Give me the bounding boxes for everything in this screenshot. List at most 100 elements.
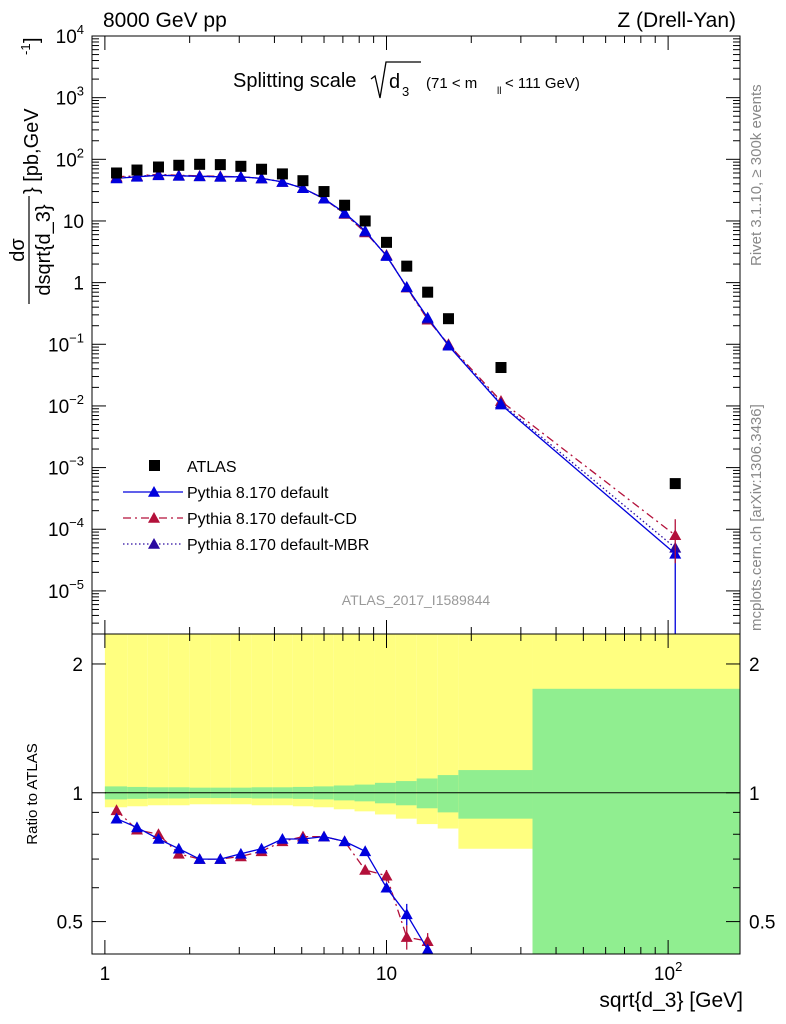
atlas-data-point (235, 160, 247, 172)
series-marker-1 (400, 280, 413, 292)
series-marker-1 (338, 206, 351, 218)
main-y-tick-label: 10−5 (48, 577, 84, 603)
ratio-marker-1 (359, 864, 372, 875)
atlas-data-point (442, 313, 454, 325)
uncertainty-band-total (374, 634, 396, 815)
x-tick-label: 10 (376, 964, 397, 985)
atlas-data-point (359, 215, 371, 227)
ratio-panel (104, 634, 740, 954)
atlas-data-point (422, 286, 434, 298)
ylabel-num: dσ (7, 238, 29, 262)
ratio-marker-1 (380, 869, 393, 881)
main-y-tick-label: 1 (73, 274, 84, 295)
ratio-y-tick-label: 2 (72, 655, 83, 676)
ratio-marker-0 (172, 842, 185, 854)
header-left: 8000 GeV pp (103, 9, 227, 32)
ratio-marker-0 (359, 845, 372, 857)
ratio-marker-1 (400, 931, 413, 942)
atlas-data-point (173, 159, 185, 171)
main-y-tick-label: 10 (63, 212, 84, 233)
title-sqrt-sign (370, 61, 421, 99)
main-y-tick-label: 10−1 (48, 330, 84, 356)
ratio-marker-0 (234, 847, 247, 859)
legend-label-1: Pythia 8.170 default (187, 485, 329, 502)
uncertainty-band-stat (437, 775, 459, 813)
main-y-tick-label: 102 (56, 145, 84, 171)
atlas-data-point (339, 199, 351, 211)
uncertainty-band-total (251, 634, 273, 806)
ratio-marker-0 (318, 830, 331, 842)
atlas-data-point (194, 158, 206, 170)
legend: ATLAS Pythia 8.170 default Pythia 8.170 de… (123, 459, 369, 554)
ratio-y-tick-label-right: 2 (749, 655, 760, 676)
main-y-tick-label: 10−3 (48, 454, 84, 480)
uncertainty-band-total (147, 634, 169, 806)
ratio-marker-0 (276, 832, 289, 844)
main-y-tick-label: 10−4 (48, 515, 84, 541)
series-marker-1 (318, 192, 331, 204)
ratio-marker-0 (214, 853, 227, 864)
atlas-data-point (111, 167, 123, 179)
series-marker-1 (172, 169, 185, 181)
uncertainty-band-total (210, 634, 231, 805)
uncertainty-band-stat (532, 688, 740, 954)
ratio-y-axis-label: Ratio to ATLAS (24, 743, 41, 844)
series-marker-1 (380, 250, 393, 261)
atlas-data-point (401, 260, 413, 272)
uncertainty-band-stat (416, 778, 438, 809)
atlas-data-point (152, 161, 164, 173)
ratio-frame (91, 633, 741, 955)
uncertainty-band-total (272, 634, 293, 806)
uncertainty-band-total (333, 634, 355, 810)
ratio-y-tick-label-right: 0.5 (749, 913, 775, 934)
title-main: Splitting scale (233, 70, 356, 92)
title-cut-sub: ll (497, 86, 501, 97)
main-y-axis-label: dσ dsqrt{d_3} } [pb,GeV -1 ] (7, 37, 55, 304)
ratio-marker-0 (421, 943, 434, 955)
ratio-y-tick-label-right: 1 (749, 784, 760, 805)
legend-marker-data (149, 460, 160, 471)
uncertainty-band-total (292, 634, 314, 807)
main-y-tick-label: 103 (56, 84, 84, 110)
ylabel-unit-close: ] (21, 37, 43, 43)
series-marker-1 (130, 170, 143, 182)
title-cut-open: (71 < m (426, 75, 477, 92)
legend-marker-1 (148, 486, 160, 497)
atlas-data-point (276, 168, 288, 180)
uncertainty-band-total (395, 634, 417, 819)
series-line-2 (116, 173, 676, 536)
uncertainty-band-total (168, 634, 190, 806)
uncertainty-band-total (189, 634, 211, 805)
ylabel-unit-sup: -1 (18, 43, 33, 55)
atlas-data-point (495, 362, 507, 374)
ratio-marker-0 (110, 812, 123, 824)
ratio-marker-0 (193, 853, 206, 864)
x-tick-label: 102 (654, 959, 682, 985)
main-y-tick-label: 10−2 (48, 392, 84, 418)
ratio-line-0 (116, 818, 429, 950)
legend-label-3: Pythia 8.170 default-MBR (187, 537, 369, 554)
series-marker-1 (234, 170, 247, 182)
uncertainty-band-total (416, 634, 438, 825)
main-y-tick-label: 104 (56, 22, 84, 48)
ylabel-unit: } [pb,GeV (21, 108, 43, 194)
ratio-line-1 (116, 809, 428, 942)
uncertainty-band-total (104, 634, 128, 808)
ylabel-den: dsqrt{d_3} (33, 204, 55, 296)
atlas-data-point (318, 186, 330, 198)
legend-label-2: Pythia 8.170 default-CD (187, 511, 357, 528)
ratio-y-tick-label: 1 (72, 784, 83, 805)
ratio-marker-0 (152, 832, 165, 844)
series-marker-1 (359, 224, 372, 236)
series-marker-1 (193, 170, 206, 182)
x-axis-label: sqrt{d_3} [GeV] (599, 989, 743, 1012)
ratio-marker-0 (296, 832, 309, 844)
plot-title: Splitting scale d 3 (71 < m ll < 111 GeV… (233, 61, 580, 99)
uncertainty-band-total (127, 634, 148, 807)
ratio-marker-1 (110, 804, 123, 816)
legend-marker-2 (148, 512, 160, 523)
series-marker-1 (255, 172, 268, 184)
series-marker-1 (296, 182, 309, 193)
ratio-marker-0 (380, 881, 393, 893)
